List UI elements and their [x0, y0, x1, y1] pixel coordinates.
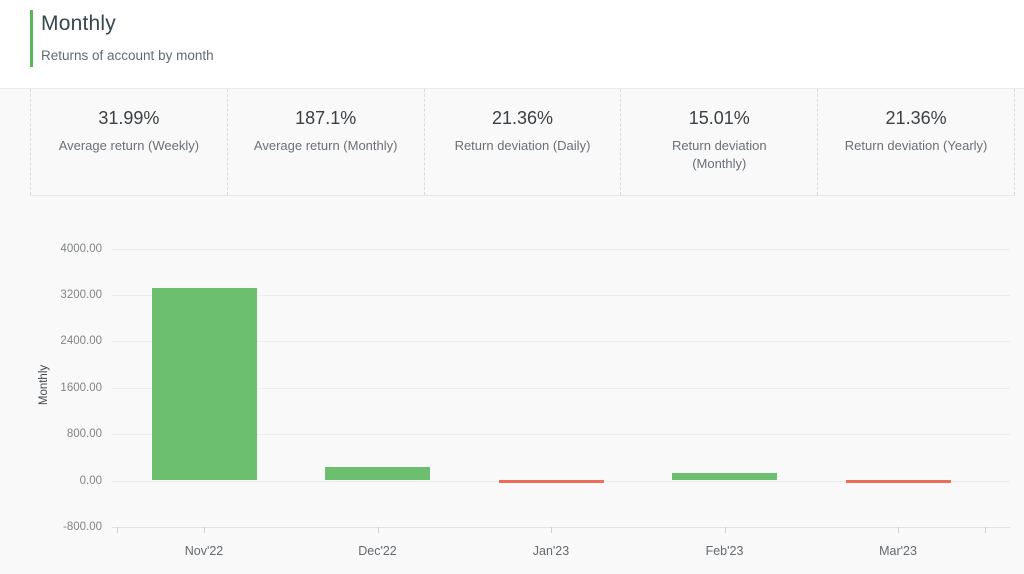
stat-value: 187.1% — [295, 108, 357, 128]
y-axis-tick-label: 2400.00 — [60, 335, 102, 348]
stat-average-return-monthly: 187.1% Average return (Monthly) — [228, 89, 425, 195]
stat-average-return-weekly: 31.99% Average return (Weekly) — [30, 89, 228, 195]
x-axis-label: Nov'22 — [184, 544, 224, 558]
page-subtitle: Returns of account by month — [41, 48, 214, 63]
stats-strip: 31.99% Average return (Weekly) 187.1% Av… — [30, 89, 1015, 196]
chart-bar-feb23[interactable] — [672, 472, 777, 481]
y-axis-tick-label: 3200.00 — [60, 289, 102, 302]
x-axis-tick — [984, 526, 986, 533]
stat-label: Return deviation (Monthly) — [671, 138, 767, 171]
stat-return-deviation-monthly: 15.01% Return deviation (Monthly) — [621, 89, 819, 195]
x-axis-tick — [377, 526, 379, 533]
stat-return-deviation-daily: 21.36% Return deviation (Daily) — [425, 89, 622, 195]
x-axis-tick — [117, 526, 119, 533]
widget-header: Monthly Returns of account by month — [0, 0, 1024, 89]
chart-bar-mar23[interactable] — [845, 479, 951, 483]
y-axis-tick-label: 800.00 — [66, 428, 102, 441]
x-axis-label: Feb'23 — [705, 544, 744, 558]
stat-label: Return deviation (Yearly) — [844, 138, 988, 153]
stat-value: 31.99% — [98, 108, 160, 128]
gridline — [112, 387, 1010, 389]
x-axis-tick — [898, 526, 899, 533]
stat-return-deviation-yearly: 21.36% Return deviation (Yearly) — [818, 89, 1015, 195]
chart-bar-dec22[interactable] — [325, 467, 430, 481]
stat-value: 15.01% — [688, 108, 750, 128]
stat-label: Return deviation (Daily) — [454, 138, 591, 153]
monthly-returns-bar-chart: Monthly 4000.00 3200.00 2400.00 1600.00 800.… — [0, 210, 1024, 574]
x-axis-label: Mar'23 — [879, 544, 917, 558]
chart-bar-nov22[interactable] — [151, 288, 257, 481]
y-axis-tick-label: 1600.00 — [60, 381, 102, 394]
y-axis-tick-label: 4000.00 — [60, 242, 102, 255]
x-axis-label: Jan'23 — [532, 544, 570, 558]
stat-value: 21.36% — [491, 108, 554, 128]
gridline — [112, 341, 1010, 343]
x-axis-tick — [724, 526, 726, 533]
page-title: Monthly — [41, 12, 116, 35]
stat-value: 21.36% — [885, 108, 947, 128]
gridline — [112, 248, 1010, 250]
gridline — [112, 434, 1010, 436]
x-axis-tick — [204, 526, 205, 533]
gridline — [112, 526, 1010, 528]
x-axis-label: Dec'22 — [358, 544, 397, 558]
gridline — [112, 295, 1010, 297]
chart-bar-jan23[interactable] — [498, 479, 604, 483]
stat-label: Average return (Weekly) — [58, 138, 200, 153]
accent-bar — [30, 10, 33, 67]
y-axis-tick-label: 0.00 — [79, 474, 102, 487]
stat-label: Average return (Monthly) — [253, 138, 398, 153]
y-axis-tick-label: -800.00 — [62, 520, 102, 533]
x-axis-tick — [551, 526, 552, 533]
